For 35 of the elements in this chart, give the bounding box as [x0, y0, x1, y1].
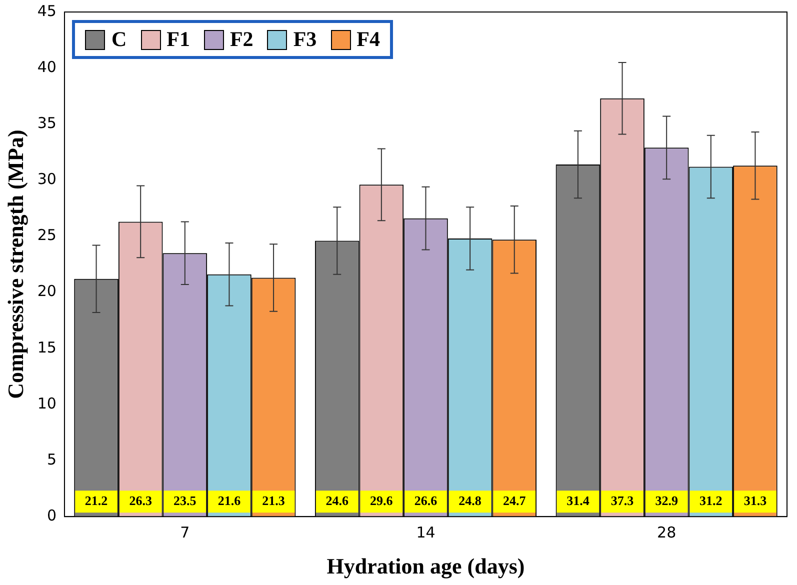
- data-label: 32.9: [655, 492, 678, 508]
- y-tick-label: 10: [37, 394, 56, 412]
- x-tick-label: 14: [416, 523, 436, 542]
- x-axis-title: Hydration age (days): [326, 553, 525, 578]
- data-label: 31.3: [744, 492, 768, 508]
- data-label: 21.3: [262, 492, 286, 508]
- y-tick-label: 20: [37, 282, 56, 300]
- y-tick-label: 0: [46, 506, 56, 524]
- legend-label: F2: [230, 27, 254, 52]
- legend-label: C: [111, 27, 127, 52]
- x-tick-label: 7: [180, 523, 190, 542]
- data-label: 37.3: [610, 492, 634, 508]
- data-label: 26.6: [414, 492, 438, 508]
- legend-label: F1: [166, 27, 190, 52]
- y-tick-label: 35: [37, 114, 56, 132]
- data-label: 21.2: [84, 492, 108, 508]
- y-tick-label: 25: [37, 226, 56, 244]
- y-tick-label: 30: [37, 170, 56, 188]
- data-label: 24.8: [458, 492, 482, 508]
- legend-label: F3: [293, 27, 317, 52]
- x-tick-label: 28: [657, 523, 676, 542]
- data-label: 26.3: [129, 492, 152, 508]
- legend-label: F4: [356, 27, 380, 52]
- data-label: 23.5: [174, 492, 197, 508]
- data-label: 31.4: [566, 492, 590, 508]
- data-label: 29.6: [370, 492, 394, 508]
- data-label: 24.6: [326, 492, 349, 508]
- data-label: 24.7: [502, 492, 526, 508]
- y-axis-title: Compressive strength (MPa): [2, 130, 28, 399]
- data-label: 21.6: [218, 492, 242, 508]
- y-tick-label: 15: [37, 338, 56, 356]
- y-tick-label: 40: [37, 58, 56, 76]
- y-tick-label: 45: [37, 2, 56, 20]
- y-tick-label: 5: [46, 450, 56, 468]
- data-label: 31.2: [700, 492, 722, 508]
